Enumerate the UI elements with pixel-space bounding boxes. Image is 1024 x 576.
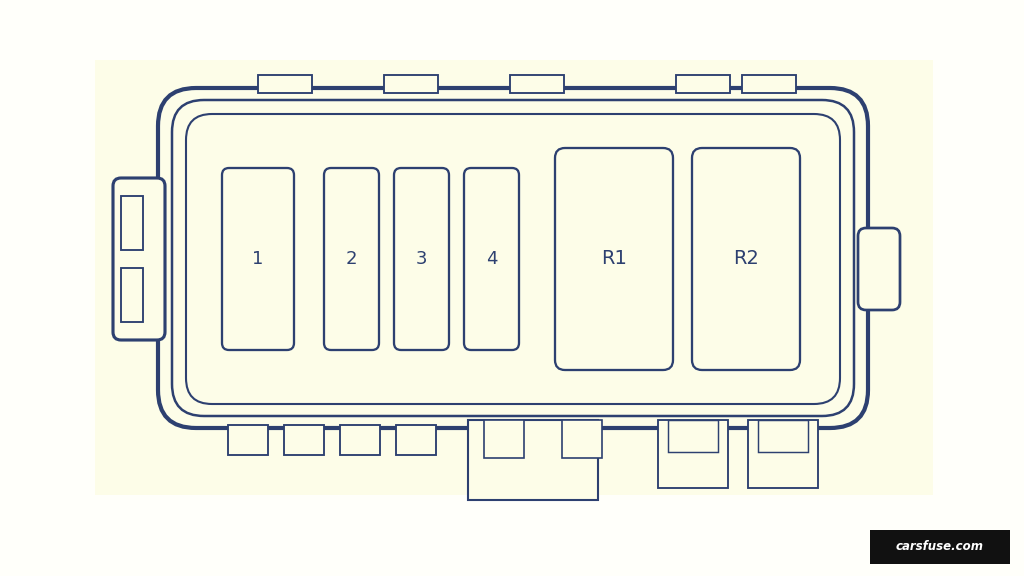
Bar [396, 425, 436, 455]
FancyBboxPatch shape [222, 168, 294, 350]
Bar [510, 75, 564, 93]
Bar [668, 420, 718, 452]
FancyBboxPatch shape [858, 228, 900, 310]
Bar [870, 530, 1010, 564]
Bar [676, 75, 730, 93]
Text: 1: 1 [252, 250, 264, 268]
FancyBboxPatch shape [113, 178, 165, 340]
Bar [258, 75, 312, 93]
Bar [658, 420, 728, 488]
FancyBboxPatch shape [186, 114, 840, 404]
Bar [484, 420, 524, 458]
Bar [284, 425, 324, 455]
Text: R1: R1 [601, 249, 627, 268]
FancyBboxPatch shape [172, 100, 854, 416]
FancyBboxPatch shape [324, 168, 379, 350]
Bar [95, 60, 933, 495]
Bar [384, 75, 438, 93]
Text: R2: R2 [733, 249, 759, 268]
Bar [562, 420, 602, 458]
FancyBboxPatch shape [692, 148, 800, 370]
Bar [121, 196, 143, 250]
Text: carsfuse.com: carsfuse.com [896, 540, 984, 554]
FancyBboxPatch shape [464, 168, 519, 350]
Bar [758, 420, 808, 452]
Text: 4: 4 [485, 250, 498, 268]
Text: 3: 3 [416, 250, 427, 268]
Bar [228, 425, 268, 455]
Text: 2: 2 [346, 250, 357, 268]
Bar [468, 420, 598, 500]
Bar [121, 268, 143, 322]
Bar [748, 420, 818, 488]
FancyBboxPatch shape [394, 168, 449, 350]
FancyBboxPatch shape [555, 148, 673, 370]
FancyBboxPatch shape [158, 88, 868, 428]
Bar [340, 425, 380, 455]
Bar [742, 75, 796, 93]
